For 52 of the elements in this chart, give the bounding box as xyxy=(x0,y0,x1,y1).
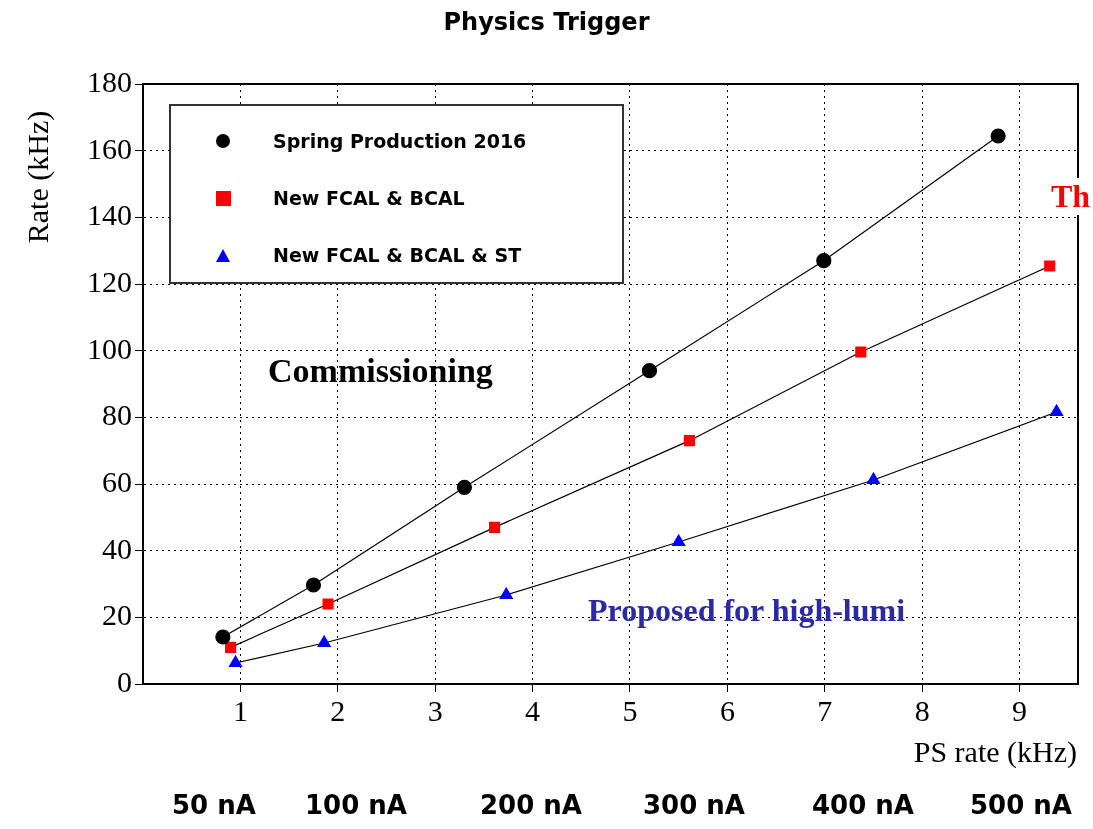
x-tick-label: 8 xyxy=(914,693,930,727)
text: 300 nA xyxy=(643,790,745,820)
annotation: Proposed for high-lumi xyxy=(588,592,906,629)
point xyxy=(317,635,331,648)
x-tick-label: 9 xyxy=(1012,693,1028,727)
point xyxy=(305,577,322,593)
y-tick-label: 120 xyxy=(87,264,132,298)
text: 50 nA xyxy=(172,790,256,820)
x-tick-label: 7 xyxy=(817,693,833,727)
y-tick-label: 160 xyxy=(87,131,132,165)
legend-label: New FCAL & BCAL xyxy=(273,187,465,209)
y-tick-label: 40 xyxy=(102,531,132,565)
y-tick-label: 60 xyxy=(102,464,132,498)
annotation: Th xyxy=(1047,178,1093,215)
point xyxy=(816,253,832,269)
point xyxy=(228,655,243,668)
point xyxy=(1044,260,1056,272)
point xyxy=(225,641,237,653)
x-tick-label: 2 xyxy=(330,693,346,727)
text: 500 nA xyxy=(970,790,1072,820)
text: 400 nA xyxy=(812,790,914,820)
y-tick-label: 140 xyxy=(87,198,132,232)
point xyxy=(1049,404,1064,417)
text: 200 nA xyxy=(480,790,582,820)
point xyxy=(489,521,501,533)
legend-label: New FCAL & BCAL & ST xyxy=(273,244,522,266)
text: 100 nA xyxy=(305,790,407,820)
point xyxy=(683,435,695,447)
point xyxy=(456,479,473,495)
x-tick-label: 3 xyxy=(427,693,443,727)
y-tick-label: 180 xyxy=(87,64,132,98)
x-tick-label: 6 xyxy=(719,693,735,727)
y-tick-label: 100 xyxy=(87,331,132,365)
annotation: Commissioning xyxy=(268,352,493,390)
point xyxy=(672,534,686,547)
y-tick-label: 20 xyxy=(102,598,132,632)
x-axis-title: PS rate (kHz) xyxy=(913,735,1077,769)
point xyxy=(866,472,881,485)
point xyxy=(855,346,867,358)
point xyxy=(322,598,334,610)
y-tick-label: 80 xyxy=(102,398,132,432)
y-tick-label: 0 xyxy=(117,664,132,698)
point xyxy=(499,587,513,600)
x-tick-label: 4 xyxy=(525,693,541,727)
legend-label: Spring Production 2016 xyxy=(273,130,527,152)
point xyxy=(641,363,658,379)
point xyxy=(215,629,231,645)
x-tick-label: 1 xyxy=(232,693,248,727)
x-tick-label: 5 xyxy=(622,693,638,727)
point xyxy=(990,128,1006,144)
y-axis-title: Rate (kHz) xyxy=(21,109,55,246)
chart-title: Physics Trigger xyxy=(442,8,651,36)
